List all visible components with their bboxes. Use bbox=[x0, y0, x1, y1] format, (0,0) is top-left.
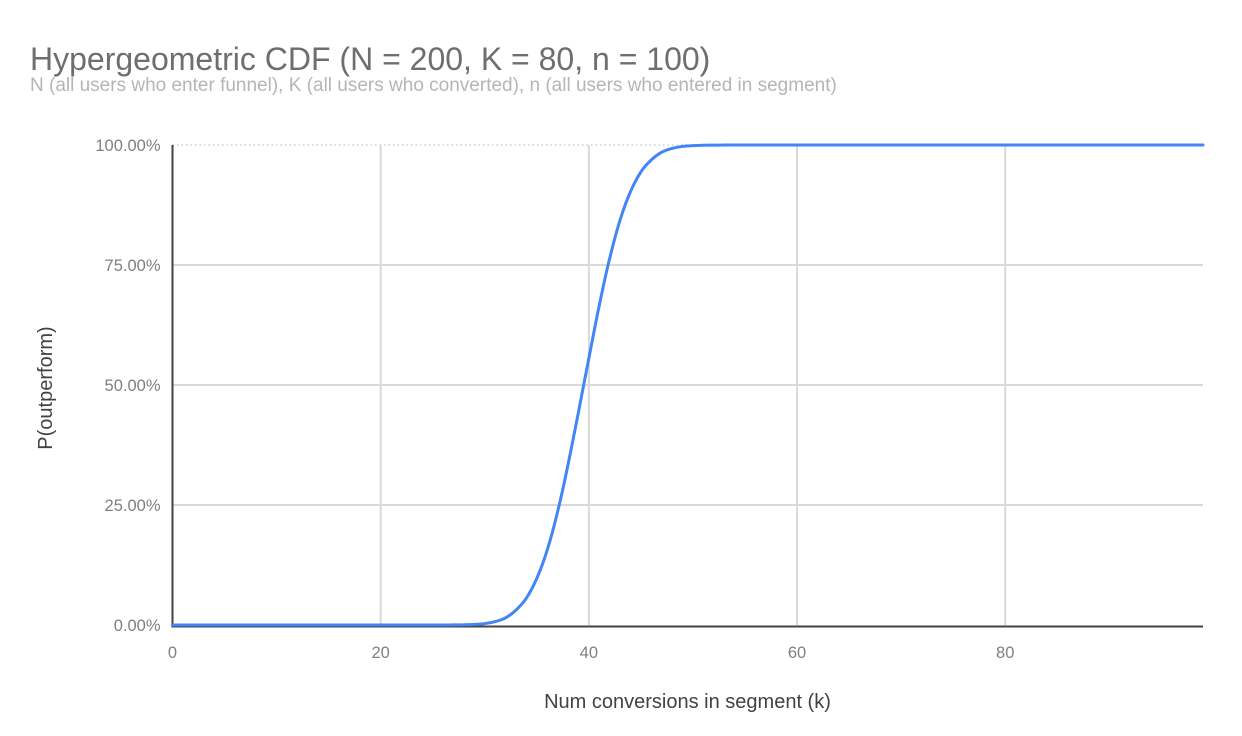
x-tick-label: 20 bbox=[372, 644, 390, 662]
x-tick-label: 60 bbox=[788, 644, 806, 662]
cdf-series-line bbox=[171, 143, 1205, 627]
x-axis-title: Num conversions in segment (k) bbox=[544, 691, 831, 713]
chart-title: Hypergeometric CDF (N = 200, K = 80, n =… bbox=[30, 41, 711, 77]
y-tick-label: 100.00% bbox=[95, 137, 160, 155]
y-tick-label: 75.00% bbox=[105, 257, 161, 275]
y-tick-label: 25.00% bbox=[105, 497, 161, 515]
y-tick-label: 50.00% bbox=[105, 377, 161, 395]
x-tick-label: 80 bbox=[996, 644, 1014, 662]
chart-subtitle: N (all users who enter funnel), K (all u… bbox=[30, 75, 837, 96]
x-tick-label: 0 bbox=[168, 644, 177, 662]
x-tick-label: 40 bbox=[580, 644, 598, 662]
y-axis-title: P(outperform) bbox=[35, 326, 57, 450]
y-tick-label: 0.00% bbox=[114, 617, 161, 635]
